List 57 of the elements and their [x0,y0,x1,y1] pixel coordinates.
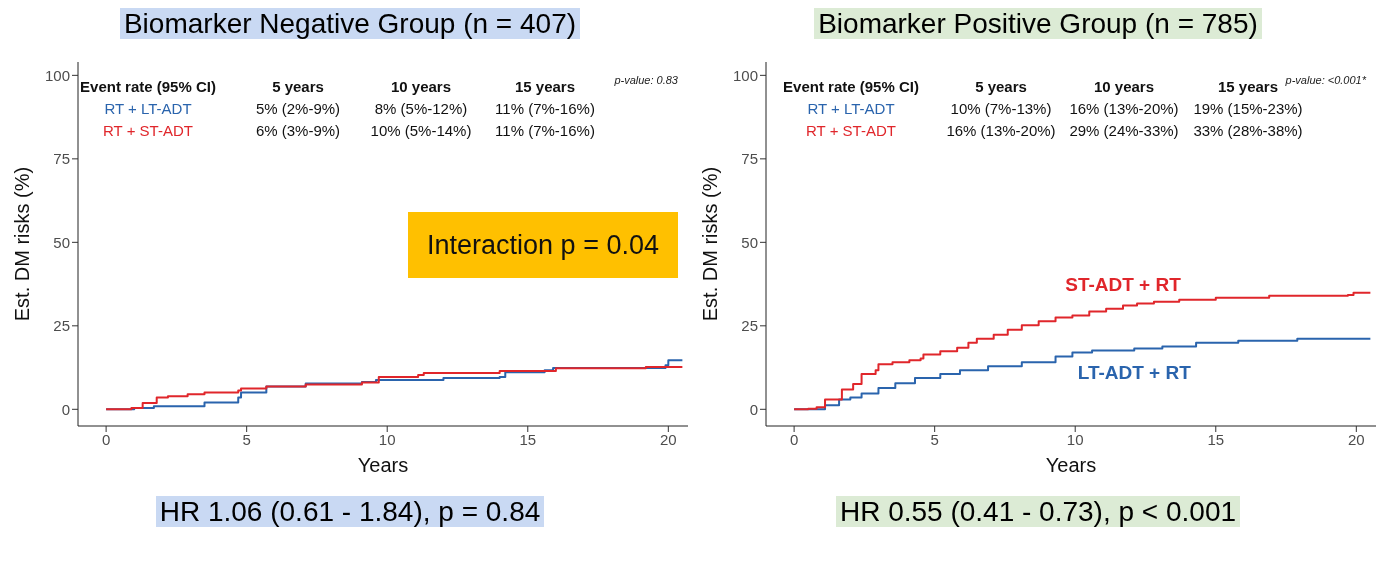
annotation: 5% (2%-9%) [254,100,342,117]
y-tick-label: 25 [53,317,70,335]
y-tick-label: 0 [749,400,758,418]
chart-title: Biomarker Positive Group (n = 785) [814,8,1262,39]
y-tick-label: 75 [741,150,758,168]
annotation: 11% (7%-16%) [494,100,596,117]
y-tick-label: 0 [61,400,70,418]
annotation: 10 years [389,78,453,95]
y-tick-label: 75 [53,150,70,168]
y-axis-title: Est. DM risks (%) [699,166,722,322]
annotation: RT + LT-ADT [103,100,193,117]
series-label: ST-ADT + RT [1065,274,1182,296]
x-tick-label: 20 [659,430,677,448]
annotation: Event rate (95% CI) [782,78,920,95]
annotation: 5 years [974,78,1028,95]
annotation: 29% (24%-33%) [1068,122,1180,139]
annotation: Event rate (95% CI) [79,78,217,95]
annotation: 10 years [1092,78,1156,95]
annotation: 10% (7%-13%) [949,100,1053,117]
annotation: RT + LT-ADT [806,100,896,117]
x-axis-title: Years [1045,454,1097,476]
text: HR 1.06 (0.61 - 1.84), p = 0.84 [155,496,545,527]
x-tick-label: 0 [789,430,799,448]
series-label: LT-ADT + RT [1077,361,1192,383]
annotation: 6% (3%-9%) [254,122,342,139]
x-tick-label: 5 [242,430,251,448]
chart-title: Biomarker Negative Group (n = 407) [119,8,581,39]
annotation: 15 years [1217,78,1279,95]
annotation: Interaction p = 0.04 [408,212,678,278]
x-tick-label: 0 [101,430,111,448]
annotation: p-value: 0.83 [614,74,678,86]
annotation: 5 years [271,78,325,95]
y-tick-label: 50 [741,233,758,251]
x-tick-label: 15 [519,430,537,448]
annotation: 19% (15%-23%) [1192,100,1304,117]
x-tick-label: 5 [930,430,939,448]
annotation: 16% (13%-20%) [945,122,1057,139]
annotation: 8% (5%-12%) [373,100,469,117]
annotation: RT + ST-ADT [805,122,897,139]
annotation: 33% (28%-38%) [1192,122,1304,139]
y-tick-label: 100 [44,66,70,84]
annotation: 10% (5%-14%) [369,122,473,139]
annotation: 16% (13%-20%) [1068,100,1180,117]
y-tick-label: 25 [741,317,758,335]
annotation: RT + ST-ADT [102,122,194,139]
y-tick-label: 100 [732,66,758,84]
annotation: p-value: <0.001* [1285,74,1366,86]
y-axis-title: Est. DM risks (%) [11,166,34,322]
x-tick-label: 10 [378,430,396,448]
annotation: 15 years [513,78,577,95]
annotation: 11% (7%-16%) [494,122,596,139]
text: HR 0.55 (0.41 - 0.73), p < 0.001 [835,496,1241,527]
y-tick-label: 50 [53,233,70,251]
x-axis-title: Years [357,454,409,476]
x-tick-label: 15 [1207,430,1225,448]
x-tick-label: 20 [1347,430,1365,448]
x-tick-label: 10 [1066,430,1084,448]
